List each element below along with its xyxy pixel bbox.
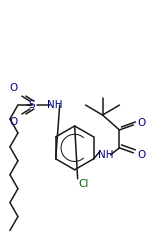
Text: O: O — [10, 83, 18, 93]
Text: S: S — [28, 100, 35, 110]
Text: NH: NH — [47, 100, 62, 110]
Text: O: O — [137, 150, 145, 160]
Text: O: O — [137, 118, 145, 128]
Text: O: O — [10, 117, 18, 127]
Text: Cl: Cl — [78, 179, 89, 189]
Text: NH: NH — [98, 150, 113, 160]
